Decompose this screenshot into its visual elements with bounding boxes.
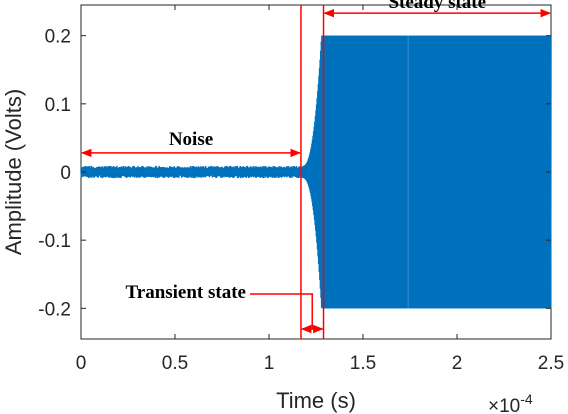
x-axis-exponent: ×10-4	[488, 391, 533, 414]
x-exponent-power: -4	[520, 391, 533, 407]
x-tick-label: 1.5	[350, 353, 376, 374]
x-tick-label: 1	[264, 353, 275, 374]
steady-state-fill	[321, 35, 551, 309]
x-tick-label: 2.5	[538, 353, 564, 374]
x-tick-label: 0	[76, 353, 87, 374]
y-tick-label: 0.1	[45, 95, 71, 116]
steady-state-label: Steady state	[388, 0, 486, 13]
y-axis-title: Amplitude (Volts)	[1, 89, 26, 255]
x-tick-label: 2	[452, 353, 463, 374]
y-tick-label: 0	[60, 163, 71, 184]
noise-label: Noise	[169, 129, 213, 150]
tick-layer: 0 0.5 1 1.5 2 2.5 -0.2 -0.1 0 0.1 0.2	[38, 5, 564, 374]
signal-layer	[80, 35, 552, 309]
x-tick-label: 0.5	[162, 353, 188, 374]
annotation-layer: Noise Steady state Transient state	[80, 0, 552, 339]
y-tick-label: 0.2	[45, 27, 71, 48]
y-tick-label: -0.1	[38, 231, 71, 252]
x-axis-title: Time (s)	[276, 388, 356, 413]
x-exponent-base: ×10	[488, 396, 520, 414]
transient-leader	[250, 293, 313, 329]
transient-label: Transient state	[126, 282, 247, 303]
y-tick-label: -0.2	[38, 299, 71, 320]
plot-area: Noise Steady state Transient state 0 0.5 1 1.…	[38, 0, 564, 374]
